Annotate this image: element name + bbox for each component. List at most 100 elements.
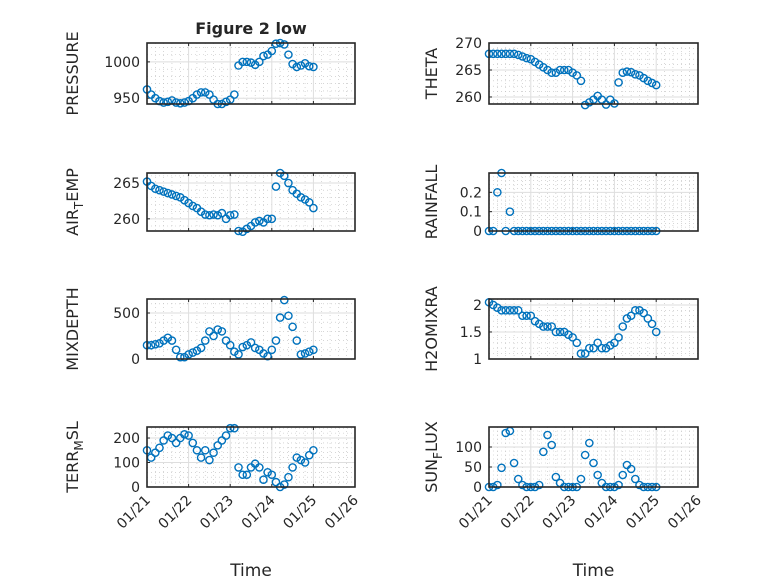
ytick-label: 1000 — [104, 55, 140, 71]
data-point — [296, 61, 306, 70]
data-point — [547, 68, 557, 77]
ylabel: H2OMIXRA — [422, 286, 441, 372]
data-point — [225, 423, 235, 433]
data-point — [522, 53, 531, 63]
ytick-label: 50 — [464, 460, 482, 476]
ylabel: MIXDEPTH — [63, 287, 82, 370]
data-point — [288, 463, 297, 472]
data-point — [580, 450, 590, 460]
data-point — [200, 445, 210, 455]
ytick-label: 270 — [455, 36, 482, 52]
data-point — [651, 327, 661, 337]
data-point — [151, 339, 160, 349]
data-point — [159, 187, 168, 196]
axes-box — [488, 42, 699, 105]
data-point — [547, 322, 557, 331]
data-point — [626, 464, 636, 474]
data-point — [631, 70, 640, 79]
data-point — [209, 210, 218, 219]
data-point — [192, 90, 202, 99]
data-point — [267, 345, 277, 355]
data-point — [167, 433, 177, 443]
data-point — [559, 65, 569, 75]
data-point — [155, 443, 164, 453]
data-point — [213, 325, 223, 334]
data-point — [509, 458, 519, 468]
data-point — [597, 343, 607, 353]
data-point — [296, 455, 306, 465]
axes-box — [146, 42, 356, 105]
data-point — [159, 436, 168, 445]
data-point — [180, 98, 189, 107]
data-point — [576, 349, 586, 358]
data-point — [188, 438, 198, 448]
data-point — [543, 430, 552, 440]
data-point — [309, 345, 318, 355]
ytick-label: 0 — [473, 224, 482, 240]
ytick-label: 260 — [113, 212, 140, 228]
xtick-label: 01/26 — [322, 492, 362, 532]
data-point — [568, 333, 577, 342]
data-point — [555, 327, 565, 337]
data-point — [509, 49, 519, 59]
data-point — [188, 201, 198, 211]
ylabel: RAINFALL — [422, 165, 441, 240]
data-point — [196, 453, 206, 462]
data-point — [518, 311, 527, 321]
data-point — [631, 474, 640, 484]
data-point — [505, 306, 515, 315]
data-point — [196, 88, 206, 97]
data-point — [551, 327, 561, 337]
data-point — [509, 306, 519, 315]
data-point — [217, 327, 227, 336]
subplot-rainfall: 0 0.1 0.2 RAINFALL — [422, 165, 699, 240]
data-point — [259, 475, 268, 484]
data-point — [151, 184, 160, 194]
subplot-mixdepth: 0 500 MIXDEPTH — [63, 287, 356, 371]
data-point — [518, 480, 527, 490]
data-point — [279, 480, 289, 489]
data-point — [238, 342, 247, 352]
data-point — [267, 470, 277, 480]
data-point — [296, 350, 306, 359]
data-point — [304, 198, 314, 207]
data-point — [263, 214, 272, 224]
subplot-sun-flux: 0 50 100 SUNFLUX 01/21 01/22 01/23 01/24 01/25 01… — [422, 421, 705, 581]
data-point — [576, 474, 586, 484]
axes-box — [146, 298, 356, 360]
data-point — [292, 62, 302, 72]
ytick-label: 260 — [455, 90, 482, 106]
ytick-label: 100 — [113, 456, 140, 472]
data-point — [171, 191, 181, 201]
data-point — [647, 78, 657, 88]
data-point — [309, 62, 318, 72]
data-point — [184, 431, 193, 440]
data-point — [163, 97, 173, 107]
subplot-theta: 260 265 270 THETA — [422, 36, 699, 110]
data-point — [175, 352, 185, 362]
xtick-label: 01/24 — [581, 492, 621, 532]
data-point — [230, 90, 239, 99]
data-point — [284, 472, 293, 482]
data-point — [300, 349, 310, 358]
data-point — [271, 182, 281, 191]
data-point — [614, 78, 623, 87]
data-point — [618, 68, 628, 77]
data-point — [196, 343, 206, 353]
ytick-label: 2 — [473, 298, 482, 314]
data-point — [622, 460, 632, 470]
xtick-label: 01/21 — [456, 493, 496, 533]
data-point — [271, 477, 281, 487]
ytick-label: 0.2 — [460, 185, 482, 201]
data-point — [225, 340, 235, 350]
data-point — [585, 343, 594, 353]
data-point — [279, 295, 289, 305]
subplot-h2omixra: 1 1.5 2 H2OMIXRA — [422, 286, 699, 372]
data-point — [539, 322, 548, 331]
data-point — [267, 214, 277, 224]
data-point — [543, 322, 552, 331]
data-point — [513, 306, 523, 315]
ytick-label: 200 — [113, 431, 140, 447]
data-point — [267, 46, 277, 56]
data-point — [651, 80, 661, 90]
